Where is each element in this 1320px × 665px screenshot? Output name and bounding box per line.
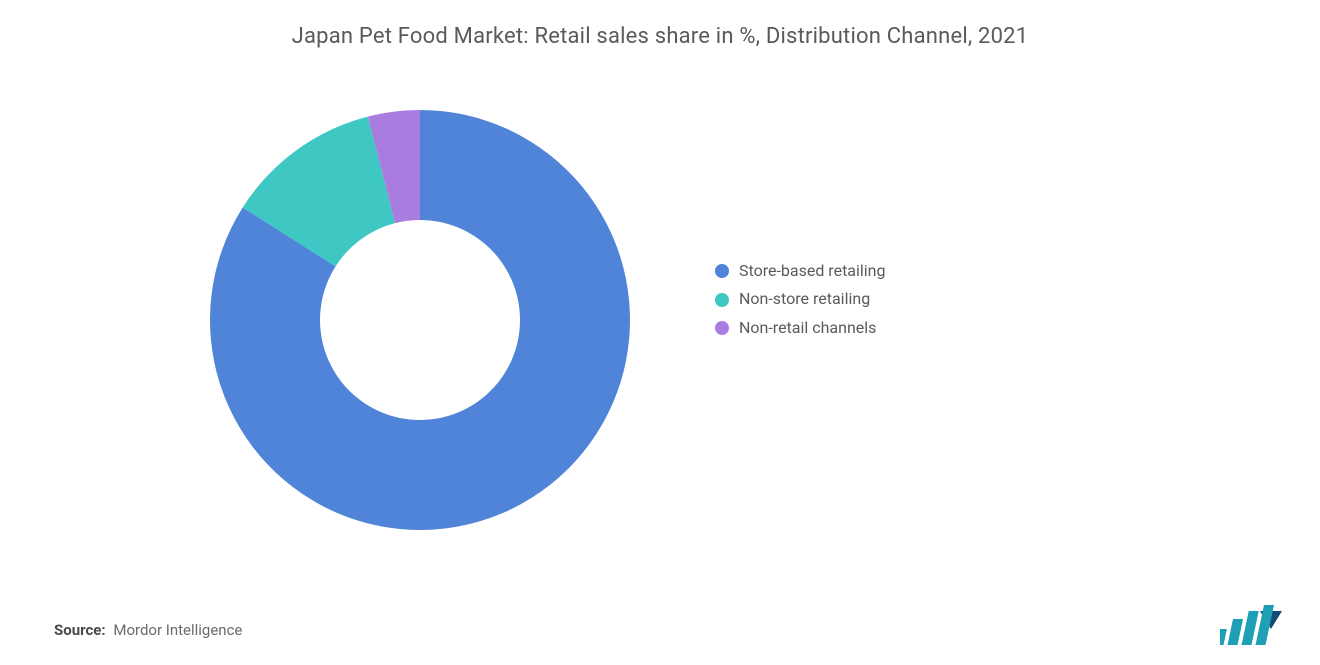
legend-swatch-1 (715, 293, 729, 307)
legend-label-2: Non-retail channels (739, 317, 876, 339)
mordor-logo-icon (1220, 605, 1290, 647)
chart-title: Japan Pet Food Market: Retail sales shar… (0, 0, 1320, 49)
legend: Store-based retailing Non-store retailing… (715, 260, 886, 345)
legend-item-0: Store-based retailing (715, 260, 886, 282)
legend-item-1: Non-store retailing (715, 288, 886, 310)
source-line: Source: Mordor Intelligence (54, 621, 242, 639)
donut-chart (200, 100, 640, 540)
legend-swatch-2 (715, 321, 729, 335)
source-value: Mordor Intelligence (113, 621, 242, 639)
legend-swatch-0 (715, 264, 729, 278)
legend-item-2: Non-retail channels (715, 317, 886, 339)
chart-area: Store-based retailing Non-store retailing… (0, 90, 1320, 580)
source-label: Source: (54, 621, 106, 639)
legend-label-1: Non-store retailing (739, 288, 870, 310)
legend-label-0: Store-based retailing (739, 260, 886, 282)
